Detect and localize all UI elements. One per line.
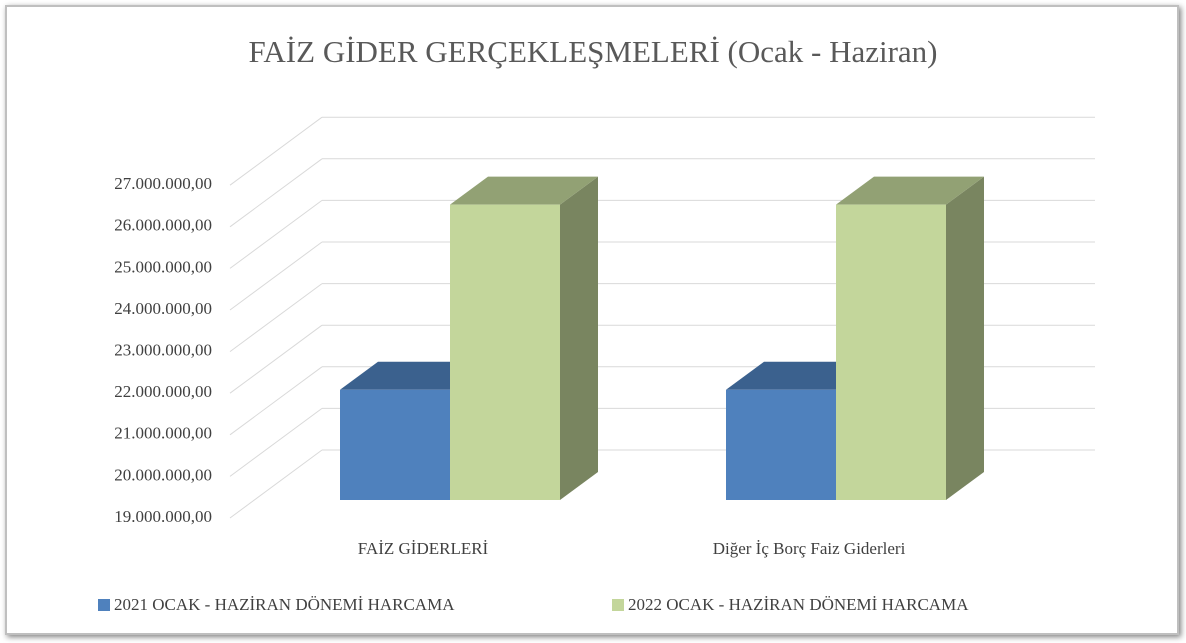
legend-label: 2021 OCAK - HAZİRAN DÖNEMİ HARCAMA (114, 595, 455, 614)
x-tick-label: Diğer İç Borç Faiz Giderleri (713, 539, 906, 558)
y-tick-label: 25.000.000,00 (114, 257, 212, 276)
chart-title: FAİZ GİDER GERÇEKLEŞMELERİ (Ocak - Hazir… (248, 34, 937, 69)
bar-top (836, 176, 984, 205)
grid-line (229, 407, 323, 477)
grid-line (229, 241, 323, 311)
legend-swatch (98, 599, 110, 611)
y-tick-label: 26.000.000,00 (114, 216, 212, 235)
grid-line (229, 116, 323, 186)
bar (726, 389, 836, 500)
y-tick-label: 19.000.000,00 (114, 507, 212, 526)
grid-line (229, 449, 323, 519)
bar-side (560, 176, 598, 500)
y-tick-label: 24.000.000,00 (114, 299, 212, 318)
grid-line (229, 324, 323, 394)
x-tick-label: FAİZ GİDERLERİ (358, 539, 489, 558)
y-tick-label: 21.000.000,00 (114, 424, 212, 443)
grid-line (229, 283, 323, 353)
y-tick-label: 27.000.000,00 (114, 174, 212, 193)
grid-line (229, 199, 323, 269)
y-tick-label: 20.000.000,00 (114, 465, 212, 484)
grid-line (229, 366, 323, 436)
legend-label: 2022 OCAK - HAZİRAN DÖNEMİ HARCAMA (628, 595, 969, 614)
bar-side (946, 176, 984, 500)
bar (340, 389, 450, 500)
y-tick-label: 23.000.000,00 (114, 341, 212, 360)
y-tick-label: 22.000.000,00 (114, 382, 212, 401)
bar (450, 204, 560, 500)
grid-line (229, 158, 323, 228)
bar-top (450, 176, 598, 205)
legend-swatch (612, 599, 624, 611)
bar (836, 204, 946, 500)
